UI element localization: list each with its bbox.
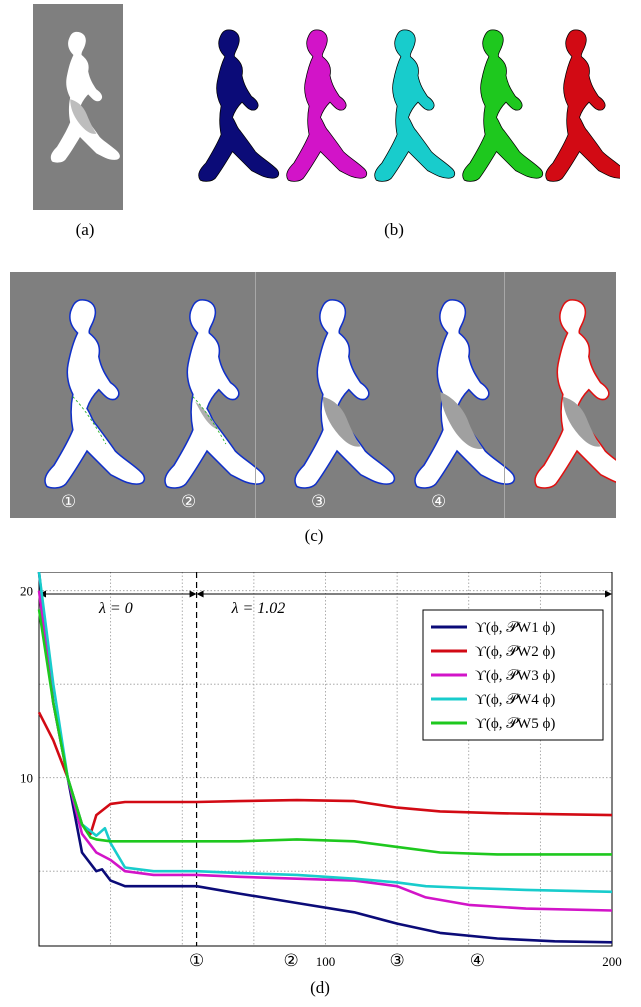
series-line-3 <box>37 590 613 912</box>
series-line-1 <box>37 572 613 944</box>
y-tick-label: 20 <box>20 584 33 599</box>
panel-c-fig-1 <box>44 299 146 489</box>
legend-label-3: ϒ(ϕ, 𝒫W3 ϕ) <box>475 668 555 684</box>
x-tick-label: ④ <box>470 951 485 970</box>
panel-c-label-3: ③ <box>311 492 327 511</box>
panel-b-fig-1 <box>198 29 280 182</box>
x-tick-label: 200 <box>602 954 622 969</box>
legend-label-2: ϒ(ϕ, 𝒫W2 ϕ) <box>475 644 555 660</box>
x-tick-label: ③ <box>390 951 405 970</box>
panel-c-divider-2 <box>504 272 505 518</box>
panel-b-fig-4 <box>462 29 544 182</box>
legend-label-4: ϒ(ϕ, 𝒫W4 ϕ) <box>475 692 555 708</box>
panel-c-fig-5 <box>534 299 636 489</box>
panel-b-fig-2 <box>286 29 368 182</box>
panel-c-figures <box>44 299 636 489</box>
chart-d: 10 20 ① ② 100 ③ ④ 200 λ = 0 λ = 1.02 ϒ(ϕ, 𝒫W1 ϕ) ϒ(… <box>20 572 622 970</box>
panel-c-label-4: ④ <box>431 492 447 511</box>
legend-label-1: ϒ(ϕ, 𝒫W1 ϕ) <box>475 620 555 636</box>
x-tick-label: ② <box>283 951 298 970</box>
panel-b <box>198 29 620 182</box>
caption-a: (a) <box>75 220 95 239</box>
panel-a-silhouette <box>50 31 120 163</box>
lambda-annotation: λ = 0 <box>98 600 133 617</box>
plot-frame <box>38 572 613 947</box>
panel-c-label-2: ② <box>181 492 197 511</box>
y-tick-label: 10 <box>20 771 33 786</box>
panel-b-fig-3 <box>374 29 456 182</box>
lambda-arrow-head-right <box>189 590 197 598</box>
caption-b: (b) <box>384 220 404 239</box>
x-tick-label: 100 <box>316 954 336 969</box>
caption-c: (c) <box>304 526 324 545</box>
lambda-annotation: λ = 1.02 <box>231 600 286 617</box>
panel-b-fig-5 <box>545 29 620 182</box>
lambda-arrow-head-right <box>605 590 612 598</box>
panel-c-divider-1 <box>255 272 256 518</box>
panel-c-fig-3 <box>294 299 396 489</box>
legend-label-5: ϒ(ϕ, 𝒫W5 ϕ) <box>475 716 555 732</box>
panel-c: ① ② ③ ④ <box>10 272 636 518</box>
walker-fill-5 <box>545 29 620 182</box>
panel-c-label-1: ① <box>61 492 77 511</box>
panel-c-fig-4 <box>414 299 516 489</box>
panel-a <box>33 4 123 210</box>
panel-c-fig-2 <box>164 299 266 489</box>
x-tick-label: ① <box>189 951 204 970</box>
caption-d: (d) <box>310 978 330 997</box>
series-line-5 <box>37 609 612 856</box>
lambda-arrow-head-left <box>196 590 204 598</box>
